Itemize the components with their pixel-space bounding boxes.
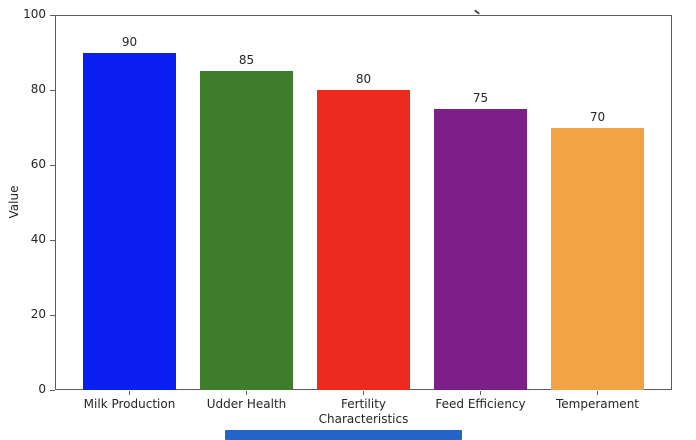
y-tick-label: 40 bbox=[30, 232, 46, 246]
x-tick-mark bbox=[480, 391, 481, 395]
x-tick-mark bbox=[363, 391, 364, 395]
bar-value-label: 75 bbox=[472, 90, 489, 105]
x-tick-mark bbox=[246, 391, 247, 395]
y-tick-mark bbox=[50, 14, 55, 16]
y-tick-mark bbox=[50, 389, 55, 391]
bar-temperament bbox=[551, 127, 644, 390]
x-tick-mark bbox=[597, 391, 598, 395]
bar-value-label: 70 bbox=[589, 109, 606, 124]
bar-value-label: 85 bbox=[238, 53, 255, 68]
bar-milk-production bbox=[83, 52, 176, 390]
cropped-title-fragment bbox=[474, 9, 480, 15]
y-tick-label: 0 bbox=[38, 382, 46, 396]
bar-value-label: 90 bbox=[121, 34, 138, 49]
y-tick-mark bbox=[50, 314, 55, 316]
x-tick-label: Feed Efficiency bbox=[435, 397, 526, 411]
bar-feed-efficiency bbox=[434, 108, 527, 390]
x-tick-label: Temperament bbox=[555, 397, 640, 411]
bar-udder-health bbox=[200, 71, 293, 390]
y-tick-label: 100 bbox=[23, 7, 46, 21]
x-tick-label: Milk Production bbox=[83, 397, 176, 411]
x-axis-title: Characteristics bbox=[318, 412, 409, 426]
bottom-scrollbar-thumb[interactable] bbox=[225, 430, 462, 440]
x-tick-mark bbox=[129, 391, 130, 395]
y-tick-mark bbox=[50, 239, 55, 241]
x-tick-label: Fertility bbox=[340, 397, 387, 411]
y-axis-title: Value bbox=[7, 185, 21, 218]
bar-value-label: 80 bbox=[355, 72, 372, 86]
y-tick-mark bbox=[50, 89, 55, 91]
y-tick-label: 20 bbox=[30, 307, 46, 321]
x-tick-label: Udder Health bbox=[206, 397, 287, 411]
bar-fertility bbox=[317, 90, 410, 390]
y-tick-mark bbox=[50, 164, 55, 166]
y-tick-label: 60 bbox=[30, 157, 46, 171]
y-tick-label: 80 bbox=[30, 82, 46, 96]
